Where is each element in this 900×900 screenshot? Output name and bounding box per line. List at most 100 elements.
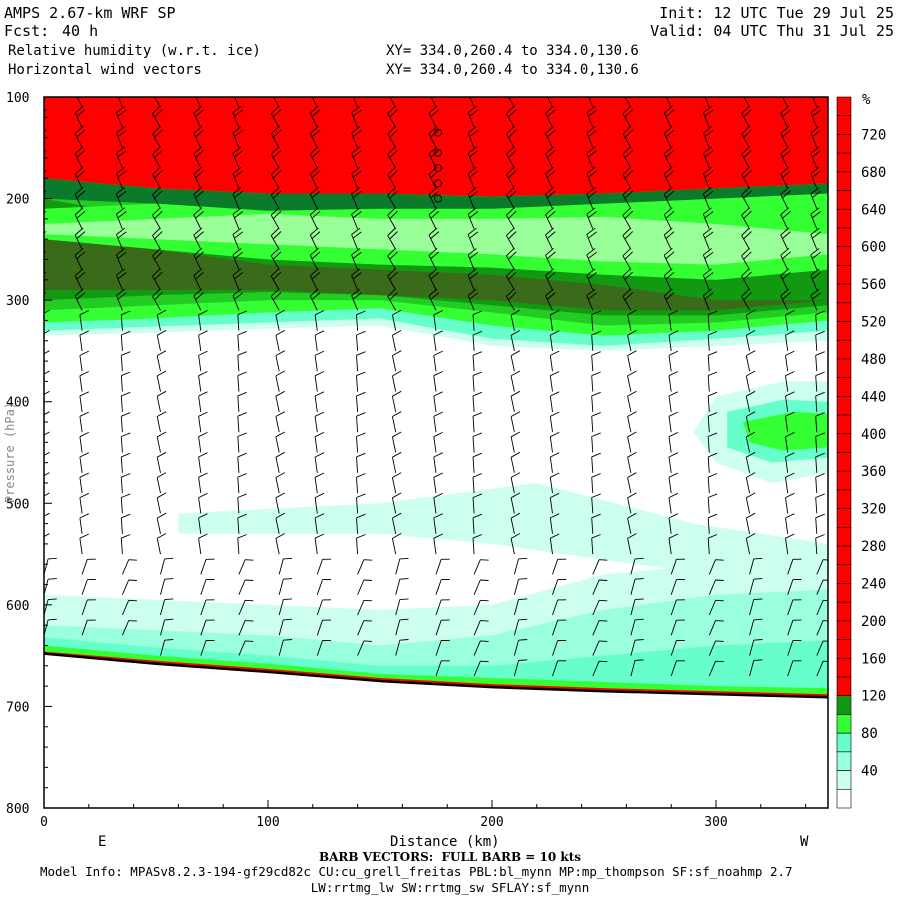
wind-barb (473, 559, 489, 575)
wind-barb (702, 126, 714, 148)
barb-vector-note: BARB VECTORS: FULL BARB = 10 kts (318, 850, 582, 864)
wind-barb (510, 330, 521, 351)
wind-barb (160, 578, 174, 595)
wind-barb (278, 618, 293, 636)
wind-barb (702, 207, 714, 230)
wind-barb (627, 350, 637, 372)
wind-barb (356, 432, 366, 453)
wind-barb (668, 472, 679, 494)
physics-info: LW:rrtmg_lw SW:rrtmg_sw SFLAY:sf_mynn (310, 880, 590, 895)
wind-barb (586, 207, 597, 230)
wind-barb (630, 618, 644, 636)
wind-barb (707, 493, 718, 514)
wind-barb (591, 330, 601, 351)
wind-barb (586, 187, 597, 209)
wind-barb (707, 371, 718, 392)
wind-barb (74, 126, 86, 148)
wind-barb (707, 452, 718, 473)
wind-barb (472, 432, 483, 453)
wind-barb (391, 451, 402, 473)
wind-barb (156, 350, 167, 372)
wind-barb (745, 492, 756, 514)
wind-barb (510, 431, 521, 453)
wind-barb (816, 660, 828, 677)
wind-barb (198, 472, 208, 494)
wind-barb (314, 452, 325, 473)
wind-barb (351, 248, 362, 270)
wind-barb (193, 166, 204, 189)
wind-barb (198, 411, 208, 433)
wind-barb (435, 639, 450, 656)
wind-barb (74, 105, 86, 128)
wind-barb (435, 660, 450, 677)
wind-barb (745, 451, 756, 473)
wind-barb (79, 391, 89, 412)
wind-barb (810, 126, 821, 148)
wind-barb (270, 268, 282, 291)
wind-barb (668, 310, 679, 331)
wind-barb (473, 660, 489, 677)
plot-frame (43, 96, 829, 809)
colorbar-segment (836, 583, 852, 603)
wind-barb (785, 391, 795, 412)
wind-barb (510, 390, 521, 412)
wind-barb (278, 639, 293, 656)
wind-barb (152, 227, 163, 250)
wind-barb (356, 513, 366, 534)
wind-barb (622, 268, 634, 291)
wind-barb (702, 288, 714, 311)
wind-barb (356, 391, 366, 412)
wind-barb (79, 310, 89, 331)
wind-barb (81, 619, 96, 636)
wind-barb (810, 187, 821, 209)
wind-barb (506, 227, 517, 250)
wind-barb (506, 247, 517, 270)
wind-barb (816, 620, 828, 636)
wind-barb (592, 640, 608, 656)
wind-barb (117, 97, 123, 108)
wind-barb (668, 350, 679, 372)
wind-barb (428, 207, 440, 230)
colorbar-segment (836, 208, 852, 229)
wind-barb (314, 533, 325, 555)
colorbar-label: 360 (861, 464, 886, 480)
wind-barb (120, 351, 131, 372)
wind-barb (663, 207, 675, 230)
wind-barb (156, 451, 167, 473)
wind-barb (552, 579, 567, 595)
colorbar-segment (836, 190, 852, 210)
wind-barb (506, 146, 517, 169)
x-axis-title: Distance (km) (390, 834, 500, 850)
wind-barb (314, 513, 325, 534)
wind-barb (200, 558, 215, 575)
wind-barb (156, 512, 167, 534)
calm-wind-circle (434, 179, 442, 188)
wind-barb (238, 579, 254, 595)
wind-barb (810, 146, 821, 169)
wind-barb (275, 492, 285, 514)
colorbar-segment (836, 414, 852, 435)
wind-barb (275, 472, 285, 494)
wind-barb (810, 207, 821, 230)
wind-barb (232, 207, 243, 230)
colorbar-segment (836, 732, 852, 753)
colorbar-segment (836, 339, 852, 360)
wind-barb (115, 248, 127, 270)
wind-barb (663, 187, 675, 209)
wind-barb (663, 126, 675, 148)
colorbar-segment (836, 96, 852, 117)
wind-barb (433, 310, 443, 331)
wind-barb (702, 166, 714, 189)
wind-barb (391, 309, 402, 331)
y-tick-label: 500 (6, 497, 29, 512)
wind-barb (391, 512, 402, 534)
wind-barb (545, 166, 556, 189)
wind-barb (428, 288, 440, 311)
wind-barb (785, 371, 795, 392)
wind-barb (787, 579, 802, 595)
wind-barb (433, 431, 443, 453)
wind-barb (702, 227, 714, 250)
wind-barb (309, 288, 321, 311)
wind-barb (663, 166, 675, 189)
wind-barb (237, 371, 247, 392)
